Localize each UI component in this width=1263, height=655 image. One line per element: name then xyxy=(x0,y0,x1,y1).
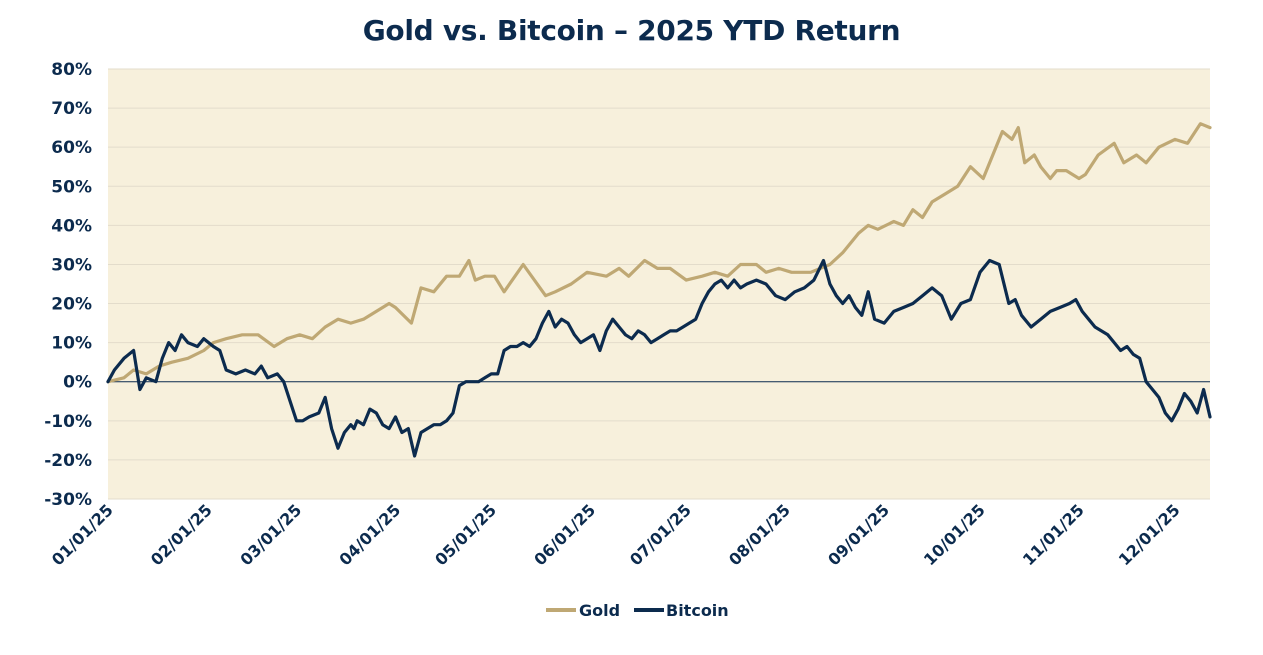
y-tick-label: 60% xyxy=(51,138,92,158)
y-tick-label: -10% xyxy=(44,412,92,432)
series-line-bitcoin xyxy=(106,258,1212,458)
chart-title: Gold vs. Bitcoin – 2025 YTD Return xyxy=(362,14,901,47)
y-tick-label: -30% xyxy=(44,490,92,510)
y-tick-label: 40% xyxy=(51,216,92,236)
legend-label-gold: Gold xyxy=(579,601,620,620)
x-tick-label: 05/01/25 xyxy=(431,500,500,569)
y-tick-label: 0% xyxy=(63,373,92,393)
y-tick-label: 50% xyxy=(51,177,92,197)
x-tick-label: 08/01/25 xyxy=(725,500,794,569)
plot-area xyxy=(108,69,1210,499)
x-tick-label: 03/01/25 xyxy=(236,500,305,569)
series-lines xyxy=(106,122,1212,458)
x-tick-label: 11/01/25 xyxy=(1019,500,1088,569)
y-tick-label: 10% xyxy=(51,334,92,354)
x-tick-label: 12/01/25 xyxy=(1115,500,1184,569)
y-tick-label: 30% xyxy=(51,255,92,275)
x-tick-label: 07/01/25 xyxy=(626,500,695,569)
gridlines xyxy=(108,68,1210,500)
x-tick-label: 09/01/25 xyxy=(824,500,893,569)
legend-label-bitcoin: Bitcoin xyxy=(666,601,729,620)
x-tick-label: 06/01/25 xyxy=(530,500,599,569)
y-axis-ticks: 80% 70% 60% 50% 40% 30% 20% 10% 0% -10% -20% -30% xyxy=(44,60,92,510)
legend: Gold Bitcoin xyxy=(546,601,729,620)
series-line-gold xyxy=(106,122,1212,384)
x-tick-label: 10/01/25 xyxy=(920,500,989,569)
y-tick-label: 80% xyxy=(51,60,92,80)
x-tick-label: 01/01/25 xyxy=(48,500,117,569)
x-tick-label: 04/01/25 xyxy=(335,500,404,569)
y-tick-label: -20% xyxy=(44,451,92,471)
x-axis-ticks: 01/01/25 02/01/25 03/01/25 04/01/25 05/01/25… xyxy=(48,500,1184,569)
y-tick-label: 20% xyxy=(51,295,92,315)
x-tick-label: 02/01/25 xyxy=(147,500,216,569)
y-tick-label: 70% xyxy=(51,99,92,119)
